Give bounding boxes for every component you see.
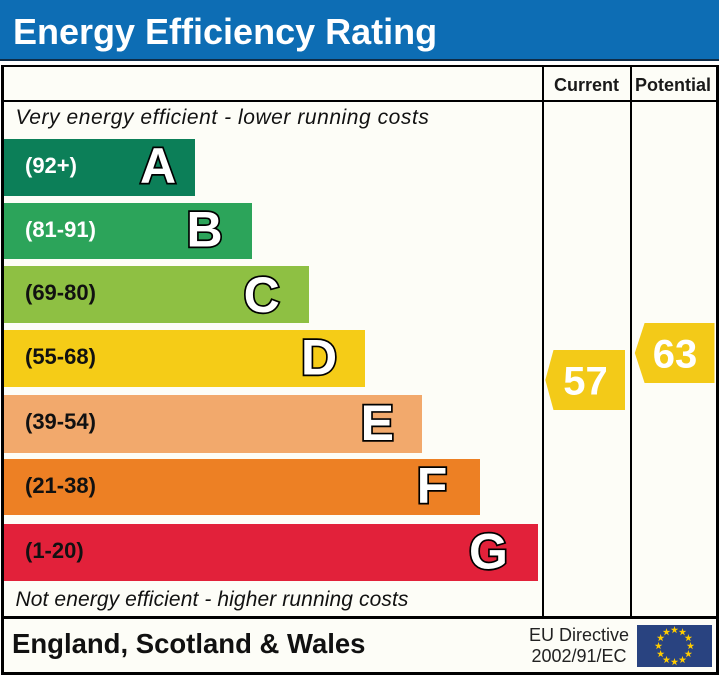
svg-text:D: D xyxy=(301,330,337,386)
svg-text:C: C xyxy=(244,267,280,323)
svg-text:E: E xyxy=(361,395,394,451)
svg-text:57: 57 xyxy=(563,360,608,404)
svg-text:63: 63 xyxy=(653,333,698,377)
svg-text:B: B xyxy=(186,202,222,258)
svg-text:G: G xyxy=(469,524,508,580)
svg-text:A: A xyxy=(140,138,176,194)
svg-text:F: F xyxy=(417,458,448,514)
